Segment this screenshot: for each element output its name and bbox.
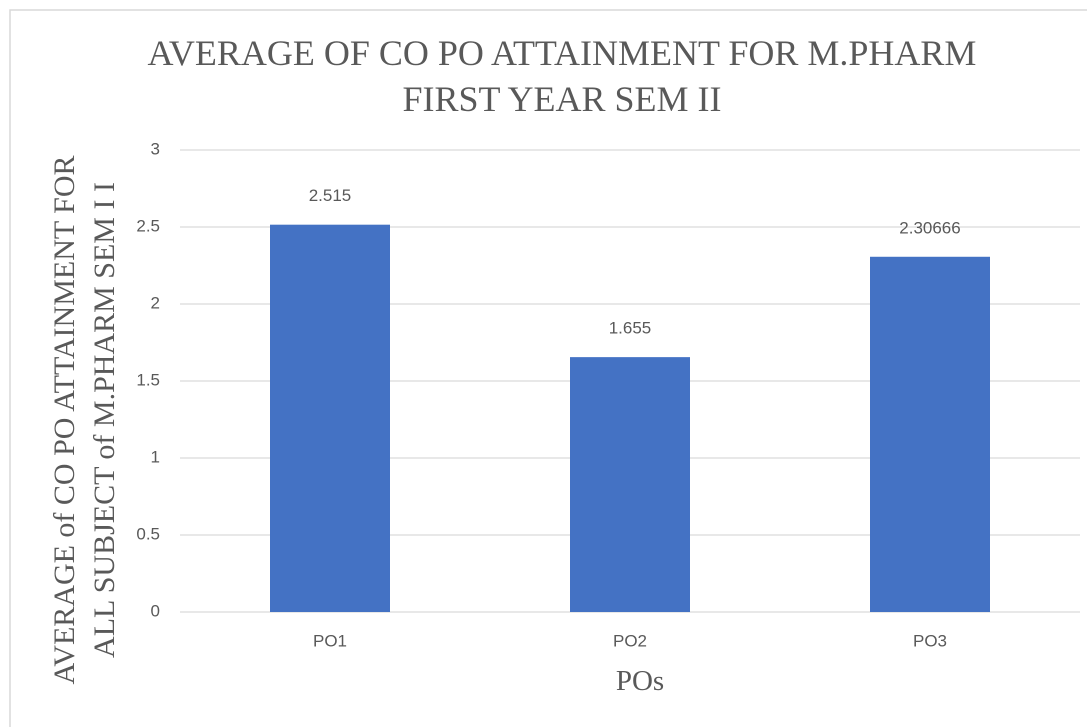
y-tick-label: 1 (151, 447, 160, 466)
data-label: 1.655 (609, 319, 652, 338)
y-tick-label: 1.5 (136, 370, 160, 389)
chart-border (9, 9, 1087, 727)
bar (270, 224, 390, 612)
y-tick-label: 3 (151, 139, 160, 158)
data-label: 2.515 (309, 186, 352, 205)
y-tick-label: 0.5 (136, 524, 160, 543)
y-tick-label: 2 (151, 293, 160, 312)
y-tick-label: 0 (151, 601, 160, 620)
x-axis-label: POs (615, 665, 665, 697)
chart-title: AVERAGE OF CO PO ATTAINMENT FOR M.PHARM … (147, 33, 977, 119)
bar (870, 256, 990, 612)
y-tick-label: 2.5 (136, 216, 160, 235)
x-tick-label: PO1 (313, 631, 347, 650)
data-label: 2.30666 (899, 218, 960, 237)
x-tick-label: PO3 (913, 631, 947, 650)
bar (570, 357, 690, 612)
x-tick-label: PO2 (613, 631, 647, 650)
y-axis-label: AVERAGE of CO PO ATTAINMENT FOR ALL SUBJ… (48, 155, 121, 685)
